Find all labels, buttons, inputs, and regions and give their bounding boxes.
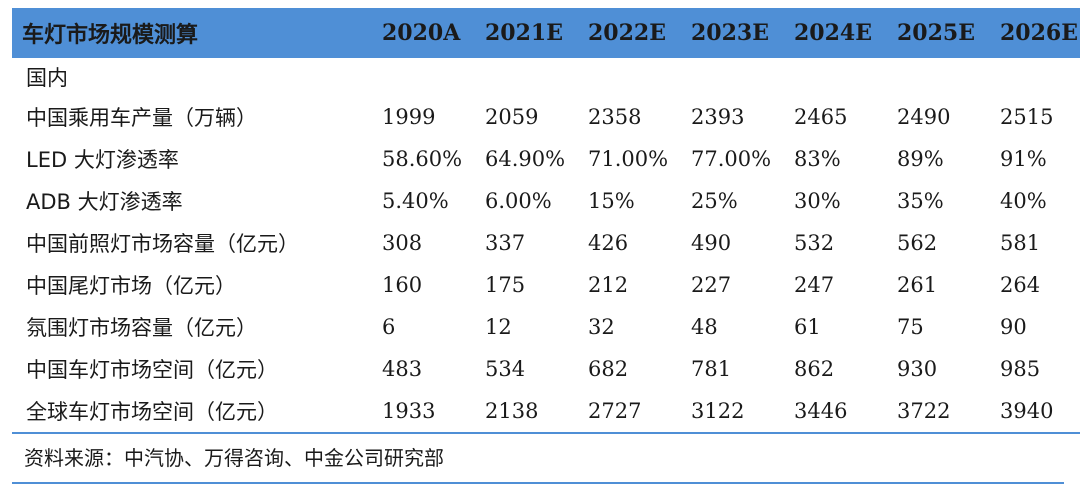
table-cell: 308 — [382, 231, 423, 255]
table-cell: 5.40% — [382, 189, 449, 213]
table-cell: 30% — [794, 189, 841, 213]
table-cell: 264 — [1000, 273, 1041, 297]
table-row: ADB 大灯渗透率 5.40% 6.00% 15% 25% 30% 35% 40… — [12, 180, 1080, 222]
table-row: 中国前照灯市场容量（亿元） 308 337 426 490 532 562 58… — [12, 222, 1080, 264]
table-cell: 2515 — [1000, 105, 1054, 129]
table-cell: 3940 — [1000, 390, 1080, 434]
year-header: 2023E — [691, 20, 769, 46]
table-cell: 61 — [794, 315, 821, 339]
section-label: 国内 — [26, 66, 68, 90]
header-row: 车灯市场规模测算 2020A 2021E 2022E 2023E 2024E 2… — [12, 8, 1080, 58]
year-header: 2025E — [897, 20, 975, 46]
table-row: 氛围灯市场容量（亿元） 6 12 32 48 61 75 90 — [12, 306, 1080, 348]
table-cell: 2358 — [588, 105, 642, 129]
table-cell: 71.00% — [588, 147, 669, 171]
table-cell: 160 — [382, 273, 423, 297]
table-cell: 1999 — [382, 105, 436, 129]
bottom-rule — [12, 482, 1064, 484]
table-cell: 2138 — [485, 390, 588, 434]
table-row: 中国尾灯市场（亿元） 160 175 212 227 247 261 264 — [12, 264, 1080, 306]
table-cell: 490 — [691, 231, 732, 255]
table-cell: 337 — [485, 231, 526, 255]
table-cell: 75 — [897, 315, 924, 339]
table-cell: 64.90% — [485, 147, 566, 171]
table-cell: 2727 — [588, 390, 691, 434]
year-header: 2026E — [1000, 20, 1078, 46]
table-cell: 682 — [588, 357, 629, 381]
table-cell: 581 — [1000, 231, 1041, 255]
table-title: 车灯市场规模测算 — [22, 23, 199, 48]
table-cell: 247 — [794, 273, 835, 297]
table-cell: 6 — [382, 315, 396, 339]
table-cell: 6.00% — [485, 189, 552, 213]
section-row: 国内 — [12, 58, 1080, 96]
table-cell: 3122 — [691, 390, 794, 434]
table-cell: 2465 — [794, 105, 848, 129]
table-cell: 77.00% — [691, 147, 772, 171]
row-label: ADB 大灯渗透率 — [26, 190, 183, 214]
table-cell: 212 — [588, 273, 629, 297]
table-cell: 781 — [691, 357, 732, 381]
source-note: 资料来源：中汽协、万得咨询、中金公司研究部 — [24, 446, 444, 470]
table-cell: 532 — [794, 231, 835, 255]
table-row: 全球车灯市场空间（亿元） 1933 2138 2727 3122 3446 37… — [12, 390, 1080, 434]
table-cell: 15% — [588, 189, 635, 213]
table-cell: 985 — [1000, 357, 1041, 381]
row-label: 中国车灯市场空间（亿元） — [26, 358, 278, 382]
year-header: 2020A — [382, 20, 461, 46]
table-cell: 58.60% — [382, 147, 463, 171]
table-cell: 32 — [588, 315, 615, 339]
table-cell: 48 — [691, 315, 718, 339]
year-header: 2021E — [485, 20, 563, 46]
table-cell: 35% — [897, 189, 944, 213]
year-header: 2024E — [794, 20, 872, 46]
table-cell: 261 — [897, 273, 938, 297]
table-cell: 2490 — [897, 105, 951, 129]
table-cell: 2393 — [691, 105, 745, 129]
row-label: 中国前照灯市场容量（亿元） — [26, 232, 299, 256]
market-size-table-container: 车灯市场规模测算 2020A 2021E 2022E 2023E 2024E 2… — [12, 8, 1080, 434]
table-cell: 930 — [897, 357, 938, 381]
table-cell: 12 — [485, 315, 512, 339]
row-label: 全球车灯市场空间（亿元） — [12, 390, 382, 434]
table-cell: 2059 — [485, 105, 539, 129]
table-cell: 227 — [691, 273, 732, 297]
table-cell: 426 — [588, 231, 629, 255]
table-cell: 83% — [794, 147, 841, 171]
table-cell: 89% — [897, 147, 944, 171]
market-size-table: 车灯市场规模测算 2020A 2021E 2022E 2023E 2024E 2… — [12, 8, 1080, 434]
table-cell: 3446 — [794, 390, 897, 434]
table-cell: 90 — [1000, 315, 1027, 339]
table-cell: 175 — [485, 273, 526, 297]
table-cell: 3722 — [897, 390, 1000, 434]
row-label: 氛围灯市场容量（亿元） — [26, 316, 257, 340]
row-label: LED 大灯渗透率 — [26, 148, 179, 172]
table-cell: 534 — [485, 357, 526, 381]
table-row: LED 大灯渗透率 58.60% 64.90% 71.00% 77.00% 83… — [12, 138, 1080, 180]
table-cell: 1933 — [382, 390, 485, 434]
table-cell: 91% — [1000, 147, 1047, 171]
table-cell: 562 — [897, 231, 938, 255]
table-cell: 40% — [1000, 189, 1047, 213]
row-label: 中国尾灯市场（亿元） — [26, 274, 236, 298]
year-header: 2022E — [588, 20, 666, 46]
row-label: 中国乘用车产量（万辆） — [26, 106, 257, 130]
table-row: 中国乘用车产量（万辆） 1999 2059 2358 2393 2465 249… — [12, 96, 1080, 138]
table-cell: 483 — [382, 357, 423, 381]
table-cell: 862 — [794, 357, 835, 381]
table-row: 中国车灯市场空间（亿元） 483 534 682 781 862 930 985 — [12, 348, 1080, 390]
table-cell: 25% — [691, 189, 738, 213]
